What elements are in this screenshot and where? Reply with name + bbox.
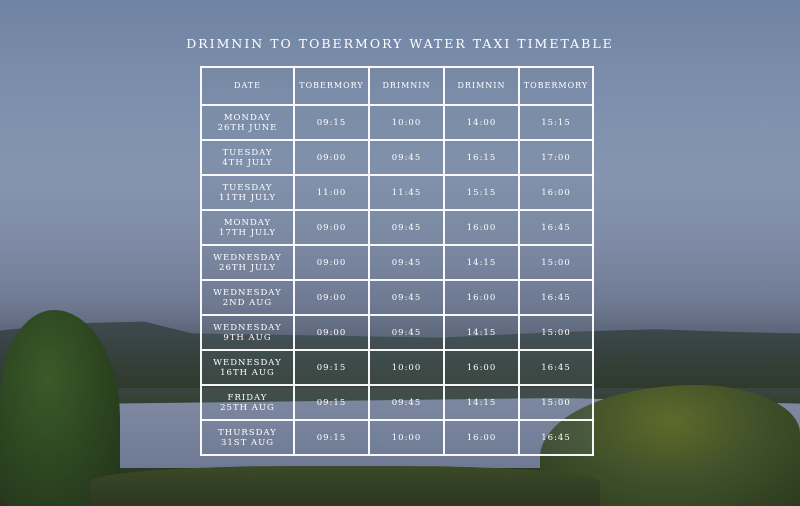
date-cell: FRIDAY 25TH AUG xyxy=(200,384,295,421)
day-label: TUESDAY xyxy=(222,147,273,158)
time-cell: 14:00 xyxy=(443,104,520,141)
table-row: MONDAY 17TH JULY 09:00 09:45 16:00 16:45 xyxy=(200,209,594,246)
time-cell: 15:00 xyxy=(518,384,594,421)
date-label: 26TH JULY xyxy=(219,262,276,273)
table-row: WEDNESDAY 26TH JULY 09:00 09:45 14:15 15:… xyxy=(200,244,594,281)
date-label: 2ND AUG xyxy=(222,297,273,308)
page-title: DRIMNIN TO TOBERMORY WATER TAXI TIMETABL… xyxy=(186,36,614,51)
table-row: THURSDAY 31ST AUG 09:15 10:00 16:00 16:45 xyxy=(200,419,594,456)
date-cell: TUESDAY 4TH JULY xyxy=(200,139,295,176)
time-cell: 09:00 xyxy=(293,279,370,316)
time-cell: 09:00 xyxy=(293,139,370,176)
time-cell: 09:15 xyxy=(293,349,370,386)
time-cell: 15:00 xyxy=(518,314,594,351)
date-cell: WEDNESDAY 26TH JULY xyxy=(200,244,295,281)
time-cell: 09:00 xyxy=(293,314,370,351)
date-cell: THURSDAY 31ST AUG xyxy=(200,419,295,456)
header-tobermory-arrive: TOBERMORY xyxy=(518,66,594,106)
date-label: 16TH AUG xyxy=(220,367,275,378)
day-label: THURSDAY xyxy=(218,427,277,438)
day-label: TUESDAY xyxy=(222,182,273,193)
time-cell: 17:00 xyxy=(518,139,594,176)
time-cell: 09:45 xyxy=(368,279,445,316)
time-cell: 16:00 xyxy=(443,349,520,386)
time-cell: 11:45 xyxy=(368,174,445,211)
time-cell: 09:45 xyxy=(368,314,445,351)
day-label: MONDAY xyxy=(223,112,272,123)
header-tobermory-depart: TOBERMORY xyxy=(293,66,370,106)
date-cell: WEDNESDAY 16TH AUG xyxy=(200,349,295,386)
table-row: WEDNESDAY 16TH AUG 09:15 10:00 16:00 16:4… xyxy=(200,349,594,386)
table-row: WEDNESDAY 9TH AUG 09:00 09:45 14:15 15:00 xyxy=(200,314,594,351)
time-cell: 14:15 xyxy=(443,314,520,351)
background-trees-left xyxy=(0,310,120,506)
time-cell: 16:45 xyxy=(518,279,594,316)
table-row: WEDNESDAY 2ND AUG 09:00 09:45 16:00 16:45 xyxy=(200,279,594,316)
time-cell: 16:00 xyxy=(443,209,520,246)
time-cell: 14:15 xyxy=(443,384,520,421)
time-cell: 09:45 xyxy=(368,209,445,246)
date-cell: WEDNESDAY 9TH AUG xyxy=(200,314,295,351)
date-cell: WEDNESDAY 2ND AUG xyxy=(200,279,295,316)
header-drimnin-depart: DRIMNIN xyxy=(443,66,520,106)
time-cell: 16:00 xyxy=(518,174,594,211)
day-label: MONDAY xyxy=(223,217,272,228)
table-row: FRIDAY 25TH AUG 09:15 09:45 14:15 15:00 xyxy=(200,384,594,421)
time-cell: 09:00 xyxy=(293,209,370,246)
day-label: WEDNESDAY xyxy=(213,287,282,298)
table-row: TUESDAY 11TH JULY 11:00 11:45 15:15 16:00 xyxy=(200,174,594,211)
time-cell: 16:45 xyxy=(518,209,594,246)
background-trees-bottom xyxy=(90,466,600,506)
time-cell: 10:00 xyxy=(368,419,445,456)
time-cell: 15:15 xyxy=(443,174,520,211)
date-label: 26TH JUNE xyxy=(217,122,278,133)
date-cell: MONDAY 26TH JUNE xyxy=(200,104,295,141)
day-label: WEDNESDAY xyxy=(213,252,282,263)
time-cell: 15:15 xyxy=(518,104,594,141)
time-cell: 09:45 xyxy=(368,139,445,176)
time-cell: 16:00 xyxy=(443,419,520,456)
header-date: DATE xyxy=(200,66,295,106)
date-cell: MONDAY 17TH JULY xyxy=(200,209,295,246)
time-cell: 16:45 xyxy=(518,419,594,456)
time-cell: 09:15 xyxy=(293,384,370,421)
date-cell: TUESDAY 11TH JULY xyxy=(200,174,295,211)
time-cell: 10:00 xyxy=(368,349,445,386)
day-label: WEDNESDAY xyxy=(213,357,282,368)
date-label: 31ST AUG xyxy=(220,437,275,448)
day-label: FRIDAY xyxy=(227,392,268,403)
date-label: 4TH JULY xyxy=(222,157,273,168)
table-row: TUESDAY 4TH JULY 09:00 09:45 16:15 17:00 xyxy=(200,139,594,176)
time-cell: 09:45 xyxy=(368,384,445,421)
date-label: 9TH AUG xyxy=(223,332,272,343)
time-cell: 10:00 xyxy=(368,104,445,141)
day-label: WEDNESDAY xyxy=(213,322,282,333)
time-cell: 14:15 xyxy=(443,244,520,281)
time-cell: 16:45 xyxy=(518,349,594,386)
date-label: 25TH AUG xyxy=(220,402,275,413)
time-cell: 11:00 xyxy=(293,174,370,211)
time-cell: 09:15 xyxy=(293,419,370,456)
table-row: MONDAY 26TH JUNE 09:15 10:00 14:00 15:15 xyxy=(200,104,594,141)
time-cell: 09:15 xyxy=(293,104,370,141)
time-cell: 15:00 xyxy=(518,244,594,281)
date-label: 17TH JULY xyxy=(219,227,276,238)
time-cell: 09:45 xyxy=(368,244,445,281)
time-cell: 09:00 xyxy=(293,244,370,281)
date-label: 11TH JULY xyxy=(219,192,276,203)
time-cell: 16:00 xyxy=(443,279,520,316)
header-row: DATE TOBERMORY DRIMNIN DRIMNIN TOBERMORY xyxy=(200,66,594,106)
time-cell: 16:15 xyxy=(443,139,520,176)
header-drimnin-arrive: DRIMNIN xyxy=(368,66,445,106)
timetable: DATE TOBERMORY DRIMNIN DRIMNIN TOBERMORY… xyxy=(200,66,594,456)
